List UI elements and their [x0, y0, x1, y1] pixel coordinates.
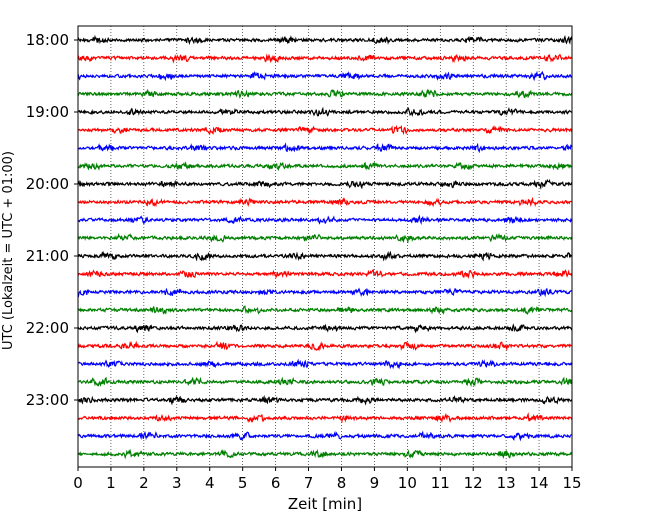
x-tick-label: 12 — [464, 474, 483, 492]
trace-line — [77, 214, 573, 226]
trace-line — [77, 160, 573, 172]
trace-line — [77, 196, 573, 208]
x-tick-label: 0 — [73, 474, 83, 492]
trace-line — [77, 394, 573, 406]
y-tick-label: 23:00 — [26, 391, 69, 409]
x-tick-label: 5 — [238, 474, 248, 492]
trace-line — [77, 88, 573, 99]
x-tick-label: 1 — [106, 474, 116, 492]
x-tick-label: 13 — [497, 474, 516, 492]
trace-line — [77, 178, 573, 190]
trace-series — [77, 34, 573, 460]
trace-line — [77, 376, 573, 388]
y-tick-label: 20:00 — [26, 175, 69, 193]
trace-line — [77, 323, 573, 334]
x-axis-label: Zeit [min] — [288, 495, 362, 513]
y-tick-label: 19:00 — [26, 103, 69, 121]
x-axis-ticks: 0 1 2 3 4 5 6 7 8 9 10 11 12 13 14 15 — [73, 467, 582, 492]
trace-line — [77, 232, 573, 244]
x-tick-label: 2 — [139, 474, 149, 492]
x-tick-label: 14 — [530, 474, 549, 492]
x-tick-label: 11 — [431, 474, 450, 492]
y-tick-label: 18:00 — [26, 31, 69, 49]
x-tick-label: 8 — [337, 474, 347, 492]
trace-line — [77, 287, 573, 298]
trace-line — [77, 53, 573, 64]
x-tick-label: 3 — [172, 474, 182, 492]
trace-line — [77, 412, 573, 424]
trace-line — [77, 70, 573, 82]
trace-line — [77, 142, 573, 154]
x-tick-label: 10 — [398, 474, 417, 492]
trace-line — [77, 430, 573, 442]
trace-line — [77, 34, 573, 46]
y-tick-label: 21:00 — [26, 247, 69, 265]
trace-line — [77, 340, 573, 352]
trace-line — [77, 106, 573, 118]
x-tick-label: 6 — [271, 474, 281, 492]
trace-line — [77, 305, 573, 316]
y-axis-ticks: 18:00 19:00 20:00 21:00 22:00 23:00 — [26, 31, 78, 409]
trace-line — [77, 124, 573, 136]
y-tick-label: 22:00 — [26, 319, 69, 337]
trace-line — [77, 268, 573, 280]
y-axis-label: UTC (Lokalzeit = UTC + 01:00) — [1, 151, 16, 350]
x-tick-label: 15 — [562, 474, 581, 492]
trace-line — [77, 448, 573, 460]
plot-frame — [77, 25, 573, 468]
x-tick-label: 9 — [370, 474, 380, 492]
x-tick-label: 4 — [205, 474, 215, 492]
x-tick-label: 7 — [304, 474, 314, 492]
trace-line — [77, 358, 573, 370]
trace-line — [77, 250, 573, 262]
